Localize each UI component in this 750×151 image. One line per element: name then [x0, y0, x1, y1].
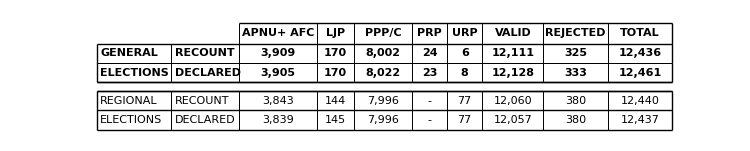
Text: 3,909: 3,909	[260, 48, 296, 58]
Text: 6: 6	[460, 48, 469, 58]
Text: 8,022: 8,022	[365, 68, 400, 78]
Text: 3,905: 3,905	[260, 68, 296, 78]
Text: 12,440: 12,440	[620, 96, 659, 106]
Text: 77: 77	[458, 115, 472, 125]
Text: 12,436: 12,436	[618, 48, 662, 58]
Text: 144: 144	[325, 96, 346, 106]
Text: 12,057: 12,057	[494, 115, 532, 125]
Text: -: -	[427, 96, 431, 106]
Text: -: -	[427, 115, 431, 125]
Text: DECLARED: DECLARED	[175, 115, 236, 125]
Text: PPP/C: PPP/C	[364, 28, 401, 38]
Text: 7,996: 7,996	[367, 115, 399, 125]
Text: TOTAL: TOTAL	[620, 28, 660, 38]
Text: 3,843: 3,843	[262, 96, 294, 106]
Text: GENERAL: GENERAL	[100, 48, 158, 58]
Text: VALID: VALID	[494, 28, 531, 38]
Text: 8,002: 8,002	[365, 48, 400, 58]
Text: 77: 77	[458, 96, 472, 106]
Text: 333: 333	[564, 68, 587, 78]
Text: 7,996: 7,996	[367, 96, 399, 106]
Text: DECLARED: DECLARED	[175, 68, 241, 78]
Text: 24: 24	[422, 48, 437, 58]
Text: PRP: PRP	[417, 28, 442, 38]
Text: 170: 170	[324, 68, 347, 78]
Text: 380: 380	[565, 115, 586, 125]
Text: REGIONAL: REGIONAL	[100, 96, 158, 106]
Text: LJP: LJP	[326, 28, 345, 38]
Text: 23: 23	[422, 68, 437, 78]
Text: REJECTED: REJECTED	[545, 28, 606, 38]
Text: 12,437: 12,437	[620, 115, 659, 125]
Text: RECOUNT: RECOUNT	[175, 96, 230, 106]
Text: APNU+ AFC: APNU+ AFC	[242, 28, 314, 38]
Text: 145: 145	[325, 115, 346, 125]
Text: ELECTIONS: ELECTIONS	[100, 68, 169, 78]
Text: 8: 8	[460, 68, 469, 78]
Text: RECOUNT: RECOUNT	[175, 48, 234, 58]
Text: 380: 380	[565, 96, 586, 106]
Text: ELECTIONS: ELECTIONS	[100, 115, 163, 125]
Text: URP: URP	[452, 28, 478, 38]
Text: 3,839: 3,839	[262, 115, 294, 125]
Text: 12,060: 12,060	[494, 96, 532, 106]
Text: 170: 170	[324, 48, 347, 58]
Text: 12,111: 12,111	[491, 48, 534, 58]
Text: 325: 325	[564, 48, 587, 58]
Text: 12,461: 12,461	[618, 68, 662, 78]
Text: 12,128: 12,128	[491, 68, 534, 78]
